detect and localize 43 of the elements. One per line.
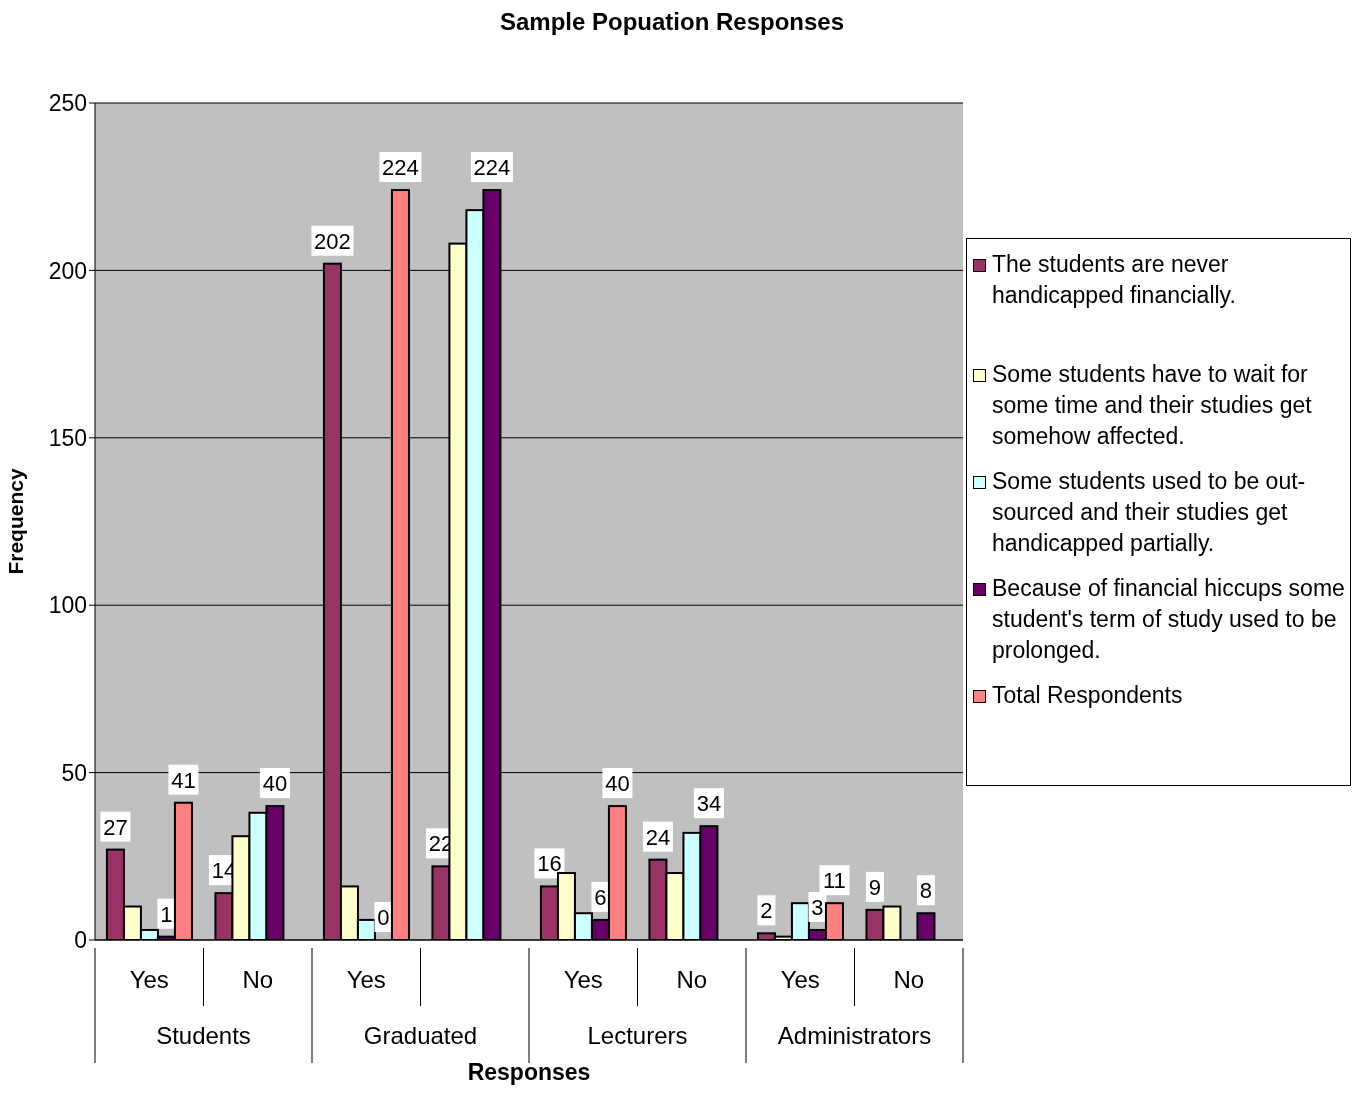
data-label: 8 xyxy=(919,878,933,904)
data-label: 6 xyxy=(594,884,607,910)
chart-title: Sample Popuation Responses xyxy=(498,8,846,37)
data-label: 40 xyxy=(605,771,630,797)
y-axis-title: Frequency xyxy=(4,468,28,575)
legend-label: Some students have to wait for some time and their studies get somehow affected. xyxy=(992,360,1313,451)
x-tick-label: Yes xyxy=(346,966,386,993)
data-label: 24 xyxy=(645,824,671,850)
y-tick-label: 100 xyxy=(48,592,87,619)
text: Students xyxy=(156,1022,251,1049)
data-label: 224 xyxy=(382,155,419,181)
x-tick-label: No xyxy=(893,966,925,993)
x-tick-label: Yes xyxy=(129,966,169,993)
y-tick-label: 0 xyxy=(74,927,87,954)
data-label: 2 xyxy=(760,898,773,924)
data-label: 27 xyxy=(103,814,128,840)
text: Administrators xyxy=(777,1022,932,1049)
y-tick-label: 50 xyxy=(61,759,87,786)
legend-label: Because of financial hiccups some student's term of study used to be prolonged. xyxy=(992,574,1346,665)
data-label: 3 xyxy=(811,894,824,920)
legend-label: Total Respondents xyxy=(992,681,1183,710)
data-label: 40 xyxy=(262,771,288,797)
data-label: 16 xyxy=(537,851,562,877)
text: Lecturers xyxy=(587,1022,688,1049)
data-label: 11 xyxy=(823,868,846,894)
y-tick-label: 200 xyxy=(48,257,87,284)
data-label: 9 xyxy=(868,874,882,900)
data-label: 41 xyxy=(171,767,196,793)
data-label: 1 xyxy=(160,901,173,927)
x-tick-label: No xyxy=(676,966,708,993)
data-label: 224 xyxy=(473,155,511,181)
x-tick-label: Yes xyxy=(563,966,603,993)
x-tick-label: Yes xyxy=(780,966,820,993)
data-label: 34 xyxy=(696,791,722,817)
data-label: 0 xyxy=(377,905,390,930)
text: Graduated xyxy=(363,1022,478,1049)
legend-label: Some students used to be out-sourced and their studies get handicapped partially. xyxy=(992,467,1307,558)
x-axis-title: Responses xyxy=(467,1059,591,1085)
legend-label: The students are never handicapped financially. xyxy=(992,250,1237,310)
x-tick-label: No xyxy=(242,966,274,993)
y-tick-label: 150 xyxy=(48,424,87,451)
data-label: 202 xyxy=(314,228,351,254)
y-tick-label: 250 xyxy=(48,90,87,117)
